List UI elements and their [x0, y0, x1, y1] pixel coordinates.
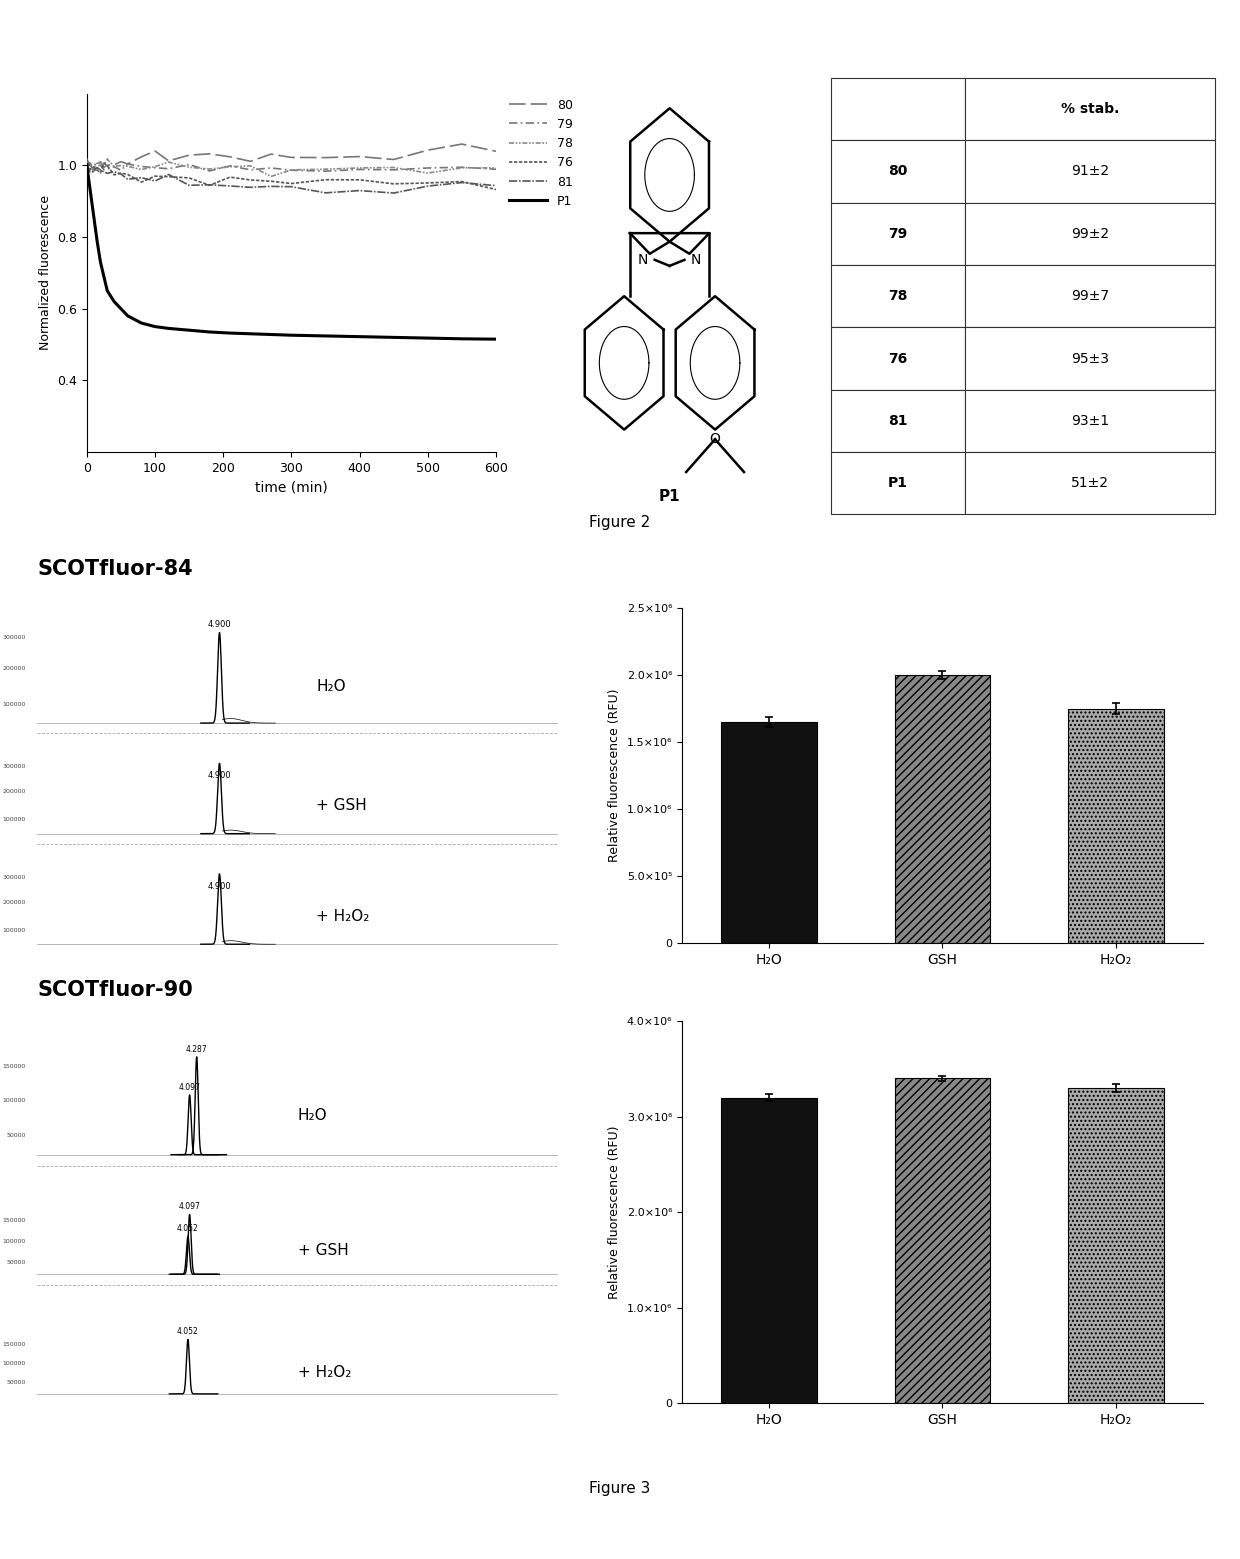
Bar — [831, 265, 965, 327]
Text: 100000: 100000 — [2, 1099, 26, 1104]
Bar — [965, 140, 1215, 203]
Bar — [831, 78, 965, 140]
Text: 300000: 300000 — [2, 875, 26, 879]
Y-axis label: Relative fluorescence (RFU): Relative fluorescence (RFU) — [609, 689, 621, 862]
Y-axis label: Normalized fluorescence: Normalized fluorescence — [38, 195, 52, 351]
Text: 4.900: 4.900 — [207, 772, 232, 781]
Bar — [831, 390, 965, 452]
Text: 4.097: 4.097 — [179, 1082, 201, 1091]
Text: 100000: 100000 — [2, 703, 26, 708]
Bar — [894, 1079, 990, 1403]
Legend: 80, 79, 78, 76, 81, P1: 80, 79, 78, 76, 81, P1 — [505, 94, 578, 212]
Bar — [965, 327, 1215, 390]
Y-axis label: Relative fluorescence (RFU): Relative fluorescence (RFU) — [609, 1126, 621, 1299]
Text: 80: 80 — [888, 165, 908, 178]
Text: 81: 81 — [888, 415, 908, 427]
Text: O: O — [709, 432, 720, 446]
Text: 4.097: 4.097 — [179, 1202, 201, 1211]
Bar — [965, 78, 1215, 140]
Bar — [831, 140, 965, 203]
Text: 100000: 100000 — [2, 1239, 26, 1244]
Text: 4.052: 4.052 — [177, 1327, 198, 1336]
Bar — [831, 203, 965, 265]
Text: Figure 3: Figure 3 — [589, 1481, 651, 1497]
Text: 95±3: 95±3 — [1071, 352, 1110, 365]
Text: H₂O: H₂O — [298, 1108, 327, 1122]
Text: 50000: 50000 — [6, 1260, 26, 1264]
Text: 99±7: 99±7 — [1071, 290, 1110, 302]
Text: 4.287: 4.287 — [186, 1045, 207, 1054]
Text: 99±2: 99±2 — [1071, 228, 1110, 240]
Text: 200000: 200000 — [2, 666, 26, 672]
Text: 100000: 100000 — [2, 1361, 26, 1367]
Text: + GSH: + GSH — [316, 798, 367, 812]
Bar — [965, 452, 1215, 514]
Text: 91±2: 91±2 — [1071, 165, 1110, 178]
Text: 100000: 100000 — [2, 928, 26, 932]
Text: N: N — [691, 253, 702, 267]
Text: Figure 2: Figure 2 — [589, 514, 651, 530]
Text: N: N — [637, 253, 649, 267]
Text: 50000: 50000 — [6, 1381, 26, 1386]
Text: P1: P1 — [888, 477, 908, 490]
Text: P1: P1 — [658, 490, 681, 504]
Text: 150000: 150000 — [2, 1218, 26, 1222]
Text: + H₂O₂: + H₂O₂ — [316, 909, 370, 923]
Text: 150000: 150000 — [2, 1065, 26, 1069]
Text: 4.900: 4.900 — [207, 619, 232, 628]
Text: SCOTfluor-84: SCOTfluor-84 — [37, 560, 193, 578]
Text: + GSH: + GSH — [298, 1243, 348, 1258]
Bar — [894, 675, 990, 943]
Text: 93±1: 93±1 — [1071, 415, 1110, 427]
Bar — [831, 327, 965, 390]
Text: 4.052: 4.052 — [177, 1224, 198, 1233]
Text: 150000: 150000 — [2, 1342, 26, 1347]
Bar — [1069, 1088, 1163, 1403]
Text: 76: 76 — [888, 352, 908, 365]
Text: 300000: 300000 — [2, 635, 26, 639]
Text: 51±2: 51±2 — [1071, 477, 1110, 490]
X-axis label: time (min): time (min) — [255, 480, 327, 494]
Text: 200000: 200000 — [2, 900, 26, 904]
Text: 79: 79 — [888, 228, 908, 240]
Bar — [965, 203, 1215, 265]
Text: + H₂O₂: + H₂O₂ — [298, 1364, 351, 1380]
Text: H₂O: H₂O — [316, 680, 346, 694]
Text: 100000: 100000 — [2, 817, 26, 822]
Text: 78: 78 — [888, 290, 908, 302]
Text: 300000: 300000 — [2, 764, 26, 769]
Text: SCOTfluor-90: SCOTfluor-90 — [37, 981, 193, 999]
Bar — [831, 452, 965, 514]
Text: 4.900: 4.900 — [207, 882, 232, 890]
Bar — [720, 722, 816, 943]
Bar — [720, 1098, 816, 1403]
Text: 50000: 50000 — [6, 1133, 26, 1138]
Bar — [1069, 708, 1163, 943]
Bar — [965, 390, 1215, 452]
Bar — [965, 265, 1215, 327]
Text: % stab.: % stab. — [1061, 103, 1120, 115]
Text: 200000: 200000 — [2, 789, 26, 794]
